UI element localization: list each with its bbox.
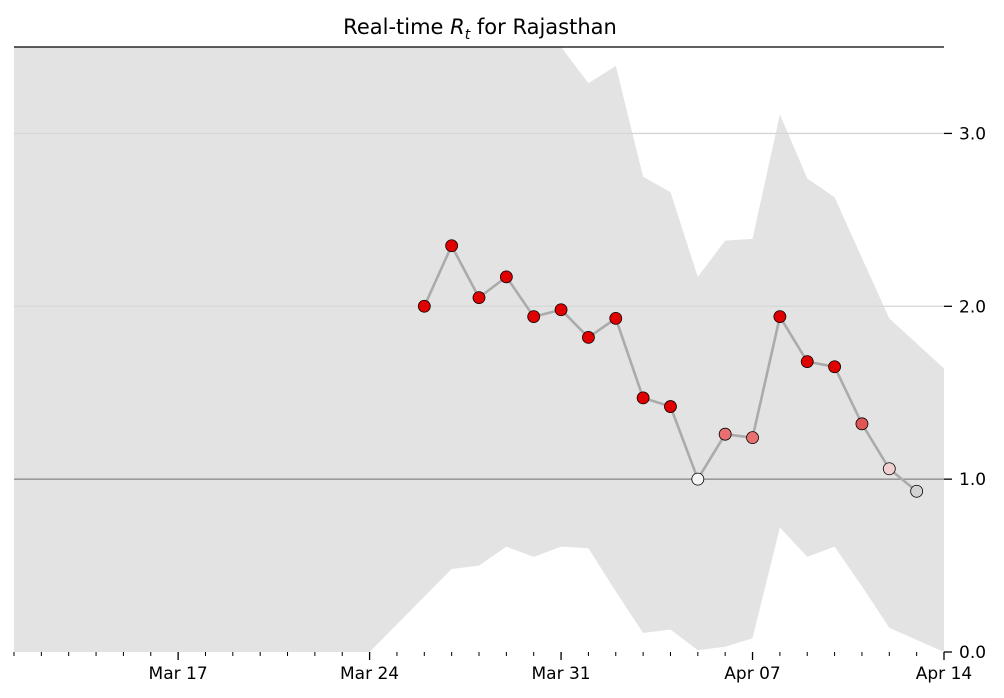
- rt-points: [417, 239, 924, 498]
- x-tick-label: Mar 17: [149, 664, 208, 684]
- data-point: [773, 310, 787, 324]
- data-point: [582, 330, 595, 344]
- x-tick-label: Apr 07: [724, 664, 780, 684]
- y-tick-label: 3.0: [959, 124, 986, 144]
- data-point: [554, 303, 568, 317]
- x-tick-label: Apr 14: [916, 664, 972, 684]
- data-point: [445, 239, 459, 253]
- x-tick-label: Mar 24: [340, 664, 399, 684]
- data-point: [855, 417, 869, 431]
- data-point: [882, 462, 896, 476]
- data-point: [664, 400, 677, 413]
- confidence-band-area: [14, 47, 944, 652]
- data-point: [527, 310, 541, 324]
- data-point: [636, 391, 650, 405]
- data-point: [910, 484, 924, 498]
- data-point: [417, 299, 431, 313]
- data-point: [499, 270, 513, 284]
- data-point: [609, 311, 623, 325]
- confidence-band: [14, 47, 944, 652]
- data-point: [746, 431, 759, 445]
- axes: 0.0 1.0 2.0 3.0 Mar 17 Mar 24 Mar 31 Apr 07 Apr …: [13, 124, 986, 684]
- data-point: [800, 355, 814, 369]
- data-point: [691, 472, 705, 486]
- y-tick-label: 2.0: [959, 297, 986, 317]
- x-tick-label: Mar 31: [531, 664, 590, 684]
- y-tick-label: 0.0: [959, 643, 986, 663]
- chart-title: Real-time Rt for Rajasthan: [343, 15, 617, 43]
- data-point: [828, 360, 841, 374]
- y-tick-label: 1.0: [959, 470, 986, 490]
- grid-lines: [14, 46, 944, 480]
- data-point: [472, 291, 486, 305]
- data-point: [718, 427, 732, 441]
